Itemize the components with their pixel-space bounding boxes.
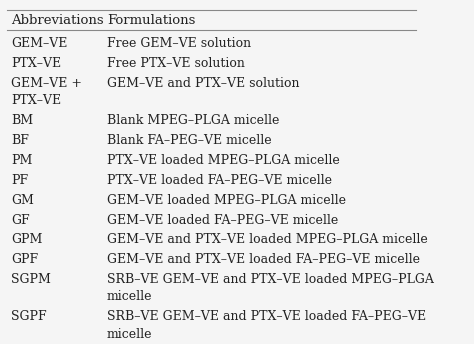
Text: GEM–VE +: GEM–VE + [11,77,82,90]
Text: PTX–VE: PTX–VE [11,94,61,107]
Text: BF: BF [11,134,29,147]
Text: GEM–VE and PTX–VE solution: GEM–VE and PTX–VE solution [107,77,300,90]
Text: PTX–VE loaded FA–PEG–VE micelle: PTX–VE loaded FA–PEG–VE micelle [107,174,332,187]
Text: micelle: micelle [107,327,153,341]
Text: SGPM: SGPM [11,273,51,286]
Text: Free PTX–VE solution: Free PTX–VE solution [107,57,245,70]
Text: GEM–VE and PTX–VE loaded FA–PEG–VE micelle: GEM–VE and PTX–VE loaded FA–PEG–VE micel… [107,253,420,266]
Text: Abbreviations: Abbreviations [11,13,104,26]
Text: Blank FA–PEG–VE micelle: Blank FA–PEG–VE micelle [107,134,272,147]
Text: GPF: GPF [11,253,38,266]
Text: PF: PF [11,174,28,187]
Text: GEM–VE: GEM–VE [11,37,67,50]
Text: PM: PM [11,154,33,167]
Text: Blank MPEG–PLGA micelle: Blank MPEG–PLGA micelle [107,114,280,127]
Text: GM: GM [11,194,34,207]
Text: Free GEM–VE solution: Free GEM–VE solution [107,37,251,50]
Text: GPM: GPM [11,234,43,246]
Text: micelle: micelle [107,290,153,303]
Text: SRB–VE GEM–VE and PTX–VE loaded FA–PEG–VE: SRB–VE GEM–VE and PTX–VE loaded FA–PEG–V… [107,310,426,323]
Text: PTX–VE: PTX–VE [11,57,61,70]
Text: GEM–VE loaded MPEG–PLGA micelle: GEM–VE loaded MPEG–PLGA micelle [107,194,346,207]
Text: GEM–VE and PTX–VE loaded MPEG–PLGA micelle: GEM–VE and PTX–VE loaded MPEG–PLGA micel… [107,234,428,246]
Text: GEM–VE loaded FA–PEG–VE micelle: GEM–VE loaded FA–PEG–VE micelle [107,214,338,227]
Text: SRB–VE GEM–VE and PTX–VE loaded MPEG–PLGA: SRB–VE GEM–VE and PTX–VE loaded MPEG–PLG… [107,273,434,286]
Text: SGPF: SGPF [11,310,47,323]
Text: BM: BM [11,114,33,127]
Text: Formulations: Formulations [107,13,195,26]
Text: PTX–VE loaded MPEG–PLGA micelle: PTX–VE loaded MPEG–PLGA micelle [107,154,340,167]
Text: GF: GF [11,214,30,227]
